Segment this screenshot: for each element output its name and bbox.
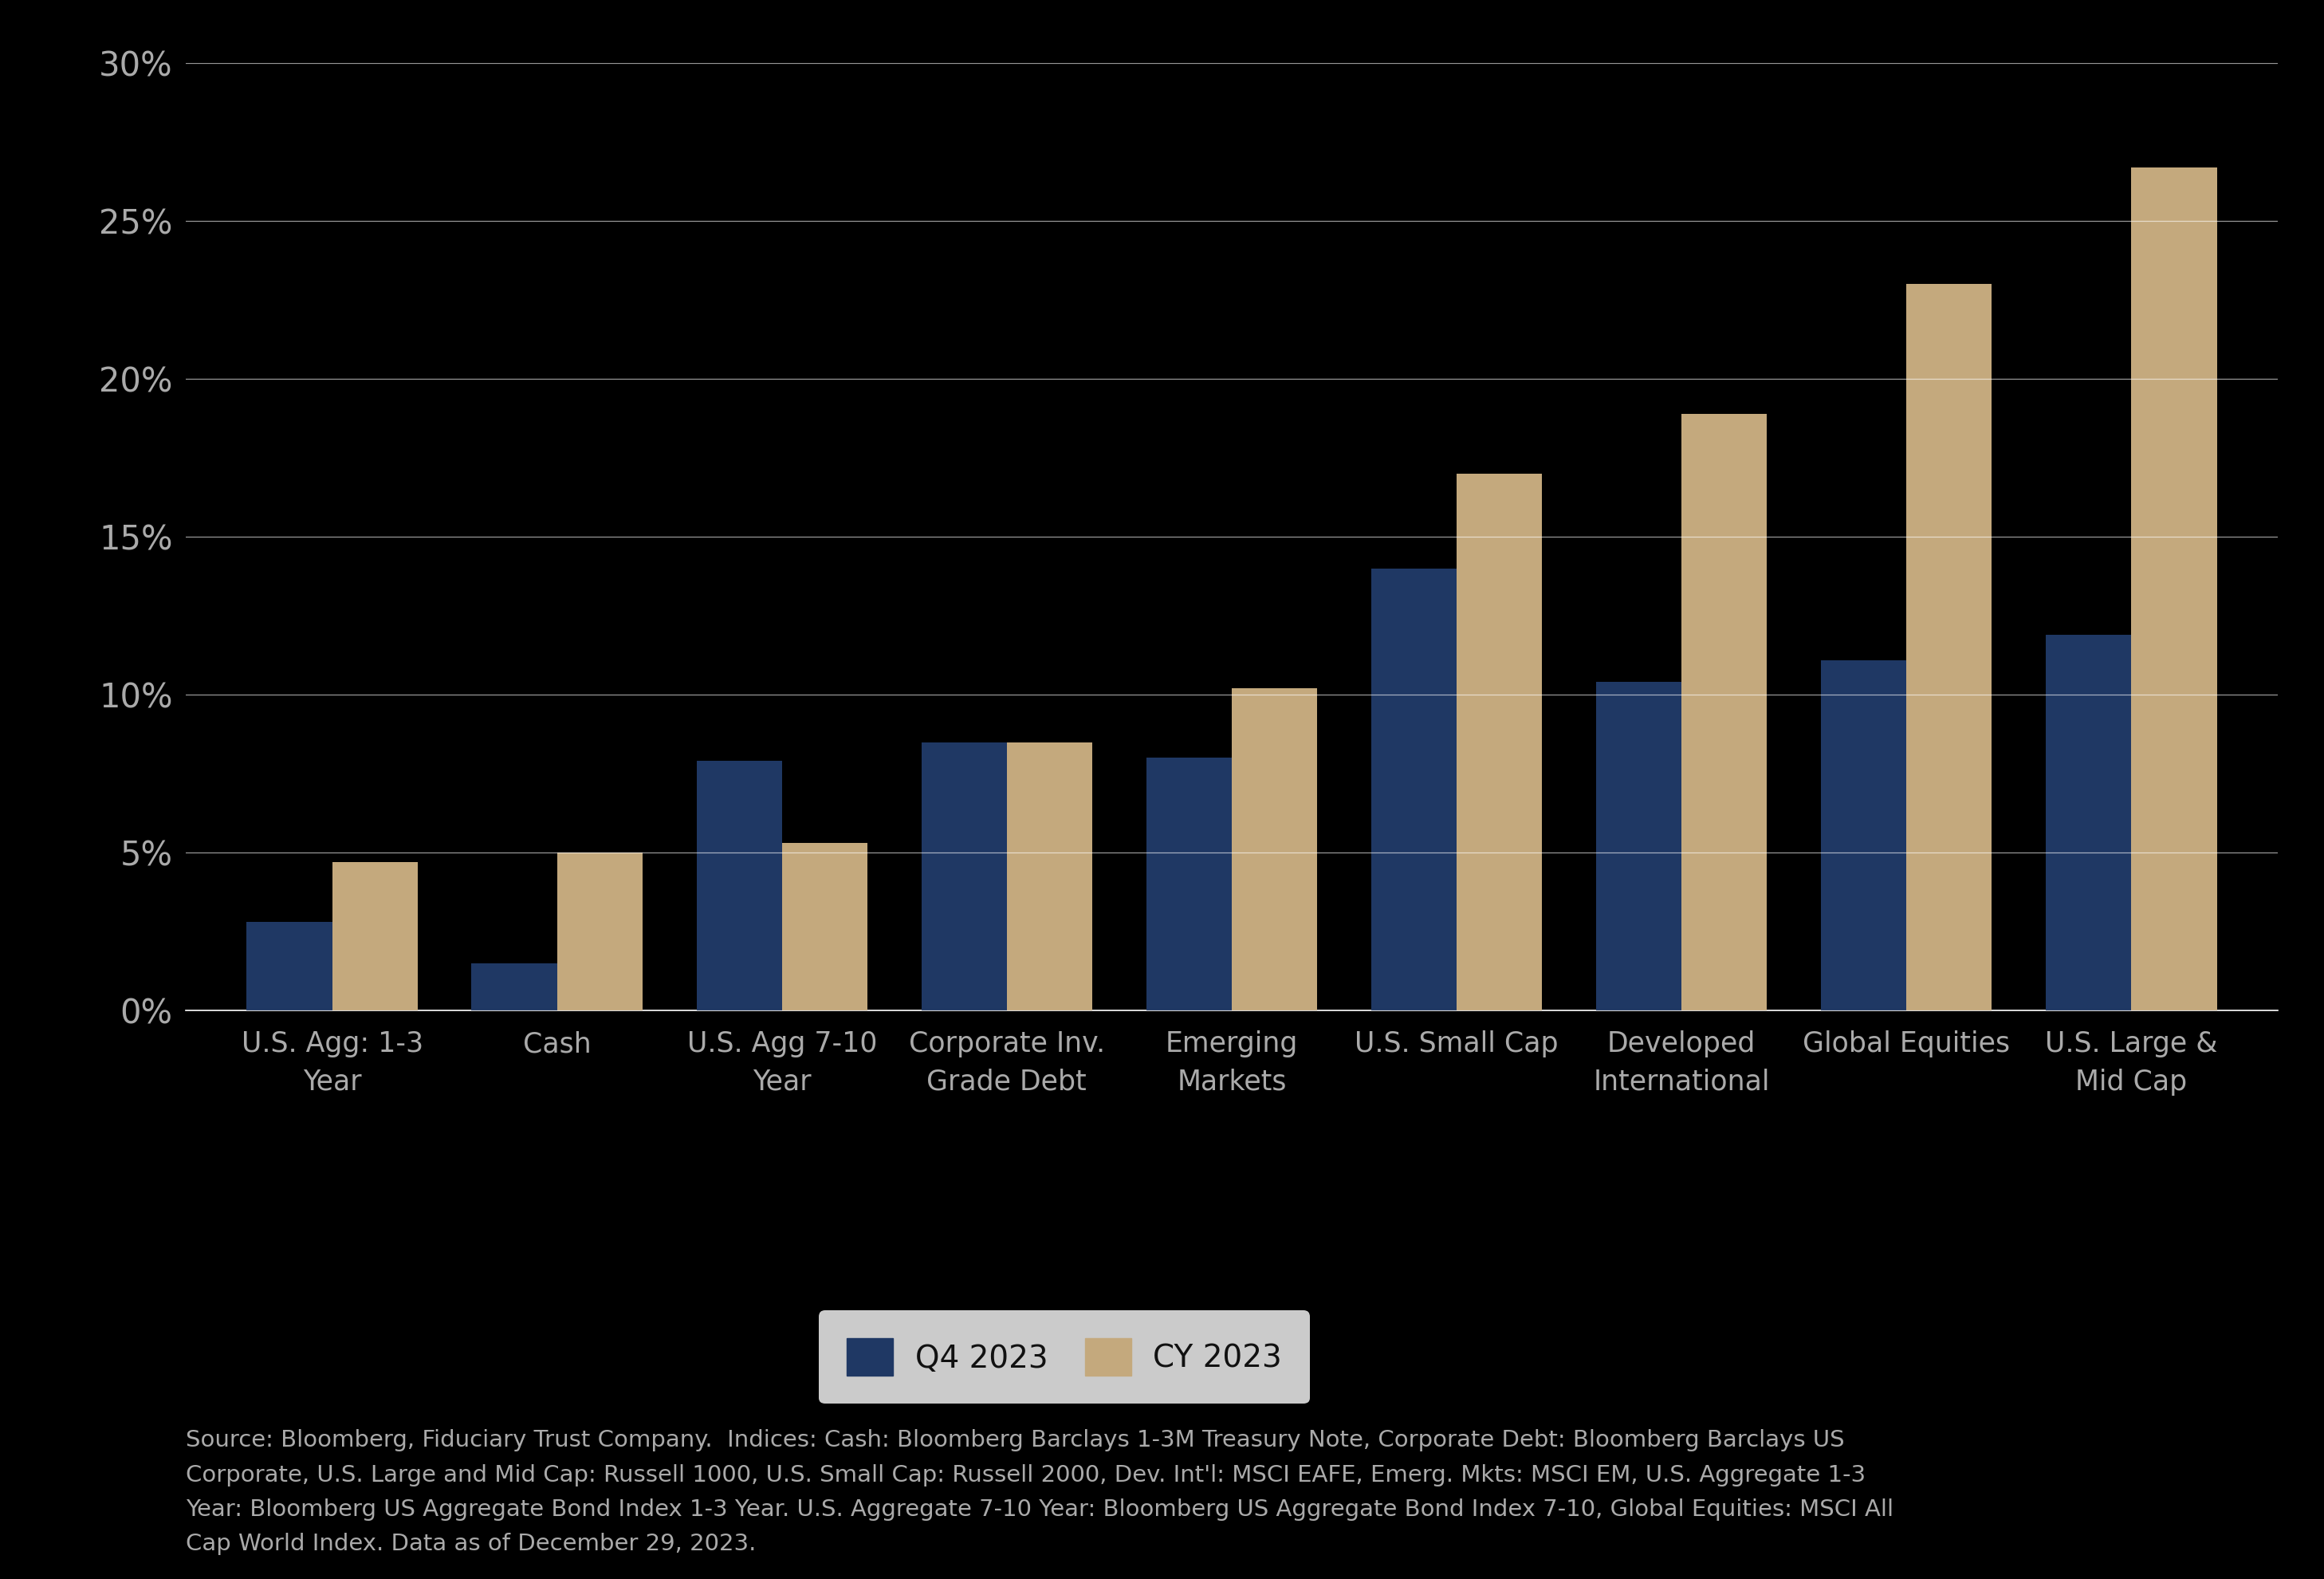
Bar — [1371, 568, 1457, 1011]
Text: Source: Bloomberg, Fiduciary Trust Company.  Indices: Cash: Bloomberg Barclays 1: Source: Bloomberg, Fiduciary Trust Compa… — [186, 1429, 1894, 1555]
Bar — [1146, 758, 1232, 1011]
Bar — [1232, 688, 1318, 1011]
Bar — [1597, 682, 1683, 1011]
Bar — [1822, 660, 1906, 1011]
Bar — [781, 843, 867, 1011]
Bar — [246, 922, 332, 1011]
Bar — [697, 761, 781, 1011]
Bar — [1006, 742, 1092, 1011]
Bar — [1683, 414, 1766, 1011]
Bar — [332, 862, 418, 1011]
Bar — [558, 853, 641, 1011]
Bar — [1457, 474, 1543, 1011]
Bar — [2131, 167, 2217, 1011]
Bar — [1906, 284, 1992, 1011]
Bar — [472, 963, 558, 1011]
Legend: Q4 2023, CY 2023: Q4 2023, CY 2023 — [818, 1311, 1311, 1404]
Bar — [2045, 635, 2131, 1011]
Bar — [920, 742, 1006, 1011]
